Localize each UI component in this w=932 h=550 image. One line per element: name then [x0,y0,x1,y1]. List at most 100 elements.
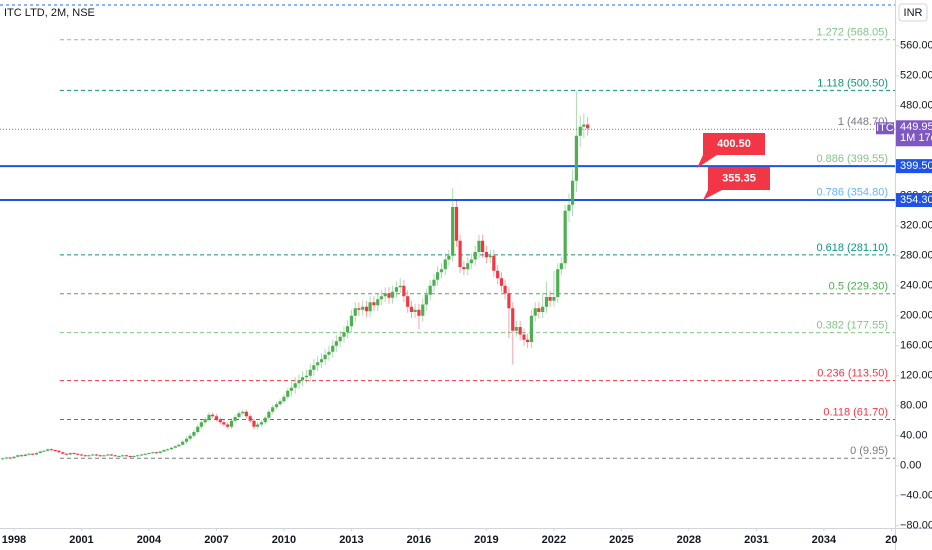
candle-body [383,293,387,297]
fib-label: 1 (448.70) [838,116,888,128]
candle-body [552,297,556,301]
candle-body [525,339,530,342]
candle-body [158,451,162,453]
candle-body [353,308,357,316]
candle-body [229,420,234,427]
candle-body [563,210,567,264]
candle-body [166,449,170,451]
candle-body [177,444,181,447]
candle-body [34,453,39,455]
candle-body [582,124,586,127]
candle-body [492,255,496,271]
candle-body [301,377,305,381]
currency-box[interactable] [898,3,928,22]
candle-body [64,453,68,455]
candle-body [368,302,372,312]
fib-label: 1.118 (500.50) [817,77,888,89]
candle-body [214,416,219,420]
y-tick-label: 40.00 [900,430,928,442]
candle-body [151,452,155,454]
candle-body [1,458,5,460]
candle-body [91,454,95,456]
candle-body [518,327,522,335]
candle-body [57,450,61,453]
candle-body [507,293,511,309]
x-tick-label: 2004 [137,534,162,546]
candle-body [342,332,346,337]
candle-body [109,454,113,456]
candle-body [556,269,560,297]
candle-body [237,413,241,417]
candle-body [511,308,515,331]
callout-label: 400.50 [717,138,751,150]
candle-body [447,255,451,260]
candle-body [424,294,428,305]
y-tick-label: 240.00 [900,280,932,292]
fib-label: 0.382 (177.55) [816,319,888,331]
candle-body [484,252,489,258]
candle-body [469,259,473,264]
candle-body [402,285,406,297]
candle-body [361,306,365,310]
candle-body [436,272,440,280]
candle-body [248,416,252,421]
candle-body [8,457,12,459]
callout-label: 355.35 [722,172,756,184]
candle-body [274,404,279,408]
candle-body [76,453,80,455]
candle-body [282,396,286,402]
y-tick-label: 0.00 [900,460,921,472]
candle-body [169,447,174,450]
candle-body [72,453,76,454]
y-tick-label: 80.00 [900,400,928,412]
candle-body [541,306,545,312]
candle-body [132,456,136,457]
candle-body [308,369,312,376]
candle-body [443,259,447,270]
candle-body [196,426,200,432]
candle-body [252,420,256,427]
candle-body [53,450,57,451]
candle-body [181,441,185,445]
currency: INR [904,7,923,19]
candle-body [233,417,237,421]
candle-body [458,240,462,267]
candle-body [376,299,380,306]
candle-body [199,422,203,427]
symbol: ITC [876,122,894,134]
candle-body [499,278,504,286]
y-tick-label: 200.00 [900,310,932,322]
x-tick-label: 2022 [542,534,566,546]
candle-body [278,401,282,405]
candle-body [106,454,110,456]
candle-body [98,455,102,457]
x-tick-label: 2013 [339,534,363,546]
candle-body [462,267,466,270]
x-tick-label: 2007 [204,534,228,546]
candle-body [61,452,65,454]
candle-body [503,285,507,294]
y-tick-label: 280.00 [900,250,932,262]
candle-body [357,308,361,310]
candle-body [398,285,402,288]
candle-body [417,309,421,316]
candle-body [38,451,42,453]
y-tick-label: 320.00 [900,220,932,232]
candle-body [128,456,132,457]
candle-body [372,302,376,306]
candle-body [12,456,16,459]
candle-body [286,390,290,397]
candle-body [331,345,335,352]
candle-body [218,419,222,423]
x-tick-label: 1998 [2,534,26,546]
candle-body [226,424,230,427]
candle-body [496,270,500,279]
candle-body [409,306,414,312]
x-tick-label: 2019 [474,534,498,546]
y-tick-label: 520.00 [900,70,932,82]
candle-body [529,315,534,342]
x-tick-label: 20 [885,534,897,546]
chart-title: ITC LTD, 2M, NSE [4,7,95,19]
x-tick-label: 2028 [677,534,701,546]
candle-body [139,454,144,456]
